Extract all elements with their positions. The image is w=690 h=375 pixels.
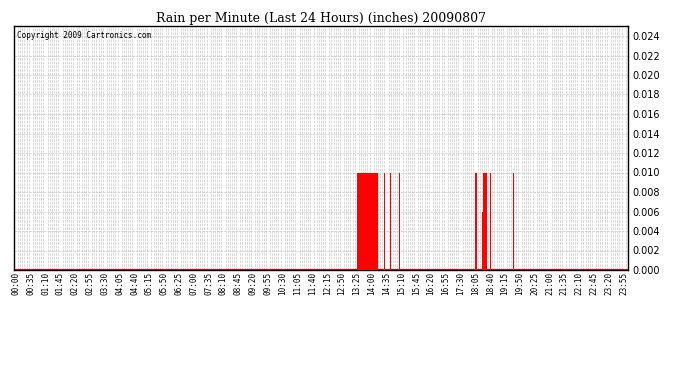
Title: Rain per Minute (Last 24 Hours) (inches) 20090807: Rain per Minute (Last 24 Hours) (inches)… — [156, 12, 486, 25]
Text: Copyright 2009 Cartronics.com: Copyright 2009 Cartronics.com — [17, 31, 151, 40]
